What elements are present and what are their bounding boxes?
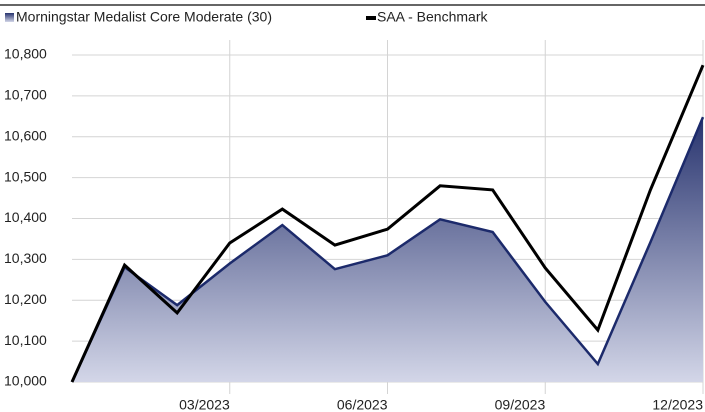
y-tick-label: 10,100	[4, 332, 47, 348]
y-tick-label: 10,600	[4, 127, 47, 143]
y-tick-label: 10,300	[4, 250, 47, 266]
y-tick-label: 10,000	[4, 373, 47, 389]
area	[72, 117, 703, 382]
y-tick-label: 10,400	[4, 209, 47, 225]
x-tick-label: 03/2023	[179, 397, 230, 412]
y-tick-label: 10,700	[4, 87, 47, 103]
y-tick-label: 10,800	[4, 46, 47, 62]
x-tick-label: 09/2023	[495, 397, 546, 412]
x-tick-label: 12/2023	[652, 397, 703, 412]
y-tick-label: 10,500	[4, 168, 47, 184]
line	[70, 116, 705, 383]
legend-label: SAA - Benchmark	[377, 9, 488, 25]
line	[70, 64, 705, 383]
y-tick-label: 10,200	[4, 291, 47, 307]
legend-label: Morningstar Medalist Core Moderate (30)	[16, 9, 272, 25]
x-tick-label: 06/2023	[337, 397, 388, 412]
legend-swatch	[366, 16, 376, 20]
legend-swatch	[5, 13, 14, 22]
